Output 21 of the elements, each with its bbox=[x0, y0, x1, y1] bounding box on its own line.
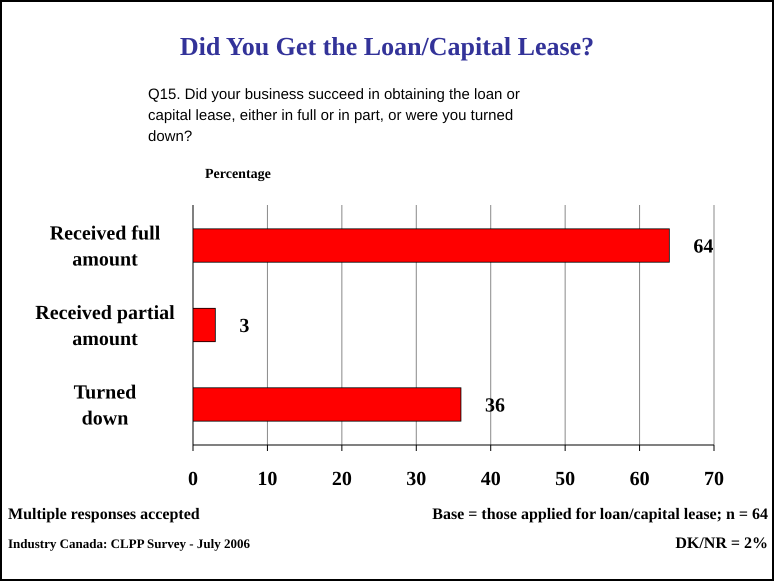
text: DK/NR = 2% bbox=[675, 535, 768, 552]
chart-subtitle: Q15. Did your business succeed in obtaining the loan or capital lease, either in full or in part, or were you turned down? bbox=[148, 86, 520, 145]
y-tick-label: Received full amount bbox=[50, 222, 161, 271]
text: Base = those applied for loan/capital lease; n = 64 bbox=[432, 506, 768, 523]
x-tick-label: 10 bbox=[257, 468, 278, 490]
text: Multiple responses accepted bbox=[8, 506, 200, 523]
chart-title: Did You Get the Loan/Capital Lease? bbox=[180, 32, 594, 61]
x-axis-title: Percentage bbox=[205, 167, 271, 182]
x-tick-label: 50 bbox=[555, 468, 576, 490]
text: Industry Canada: CLPP Survey - July 2006 bbox=[8, 536, 250, 551]
x-tick-label: 60 bbox=[630, 468, 650, 490]
x-tick-label: 40 bbox=[480, 468, 501, 490]
data-label: 64 bbox=[693, 236, 714, 258]
x-tick-label: 20 bbox=[332, 468, 352, 490]
y-tick-label: Received partial amount bbox=[35, 302, 176, 350]
x-tick-label: 0 bbox=[188, 468, 198, 490]
data-label: 3 bbox=[239, 315, 250, 337]
y-tick-label: Turned down bbox=[74, 381, 136, 430]
x-tick-label: 30 bbox=[406, 468, 426, 490]
x-tick-label: 70 bbox=[704, 468, 724, 490]
data-label: 36 bbox=[484, 394, 505, 416]
